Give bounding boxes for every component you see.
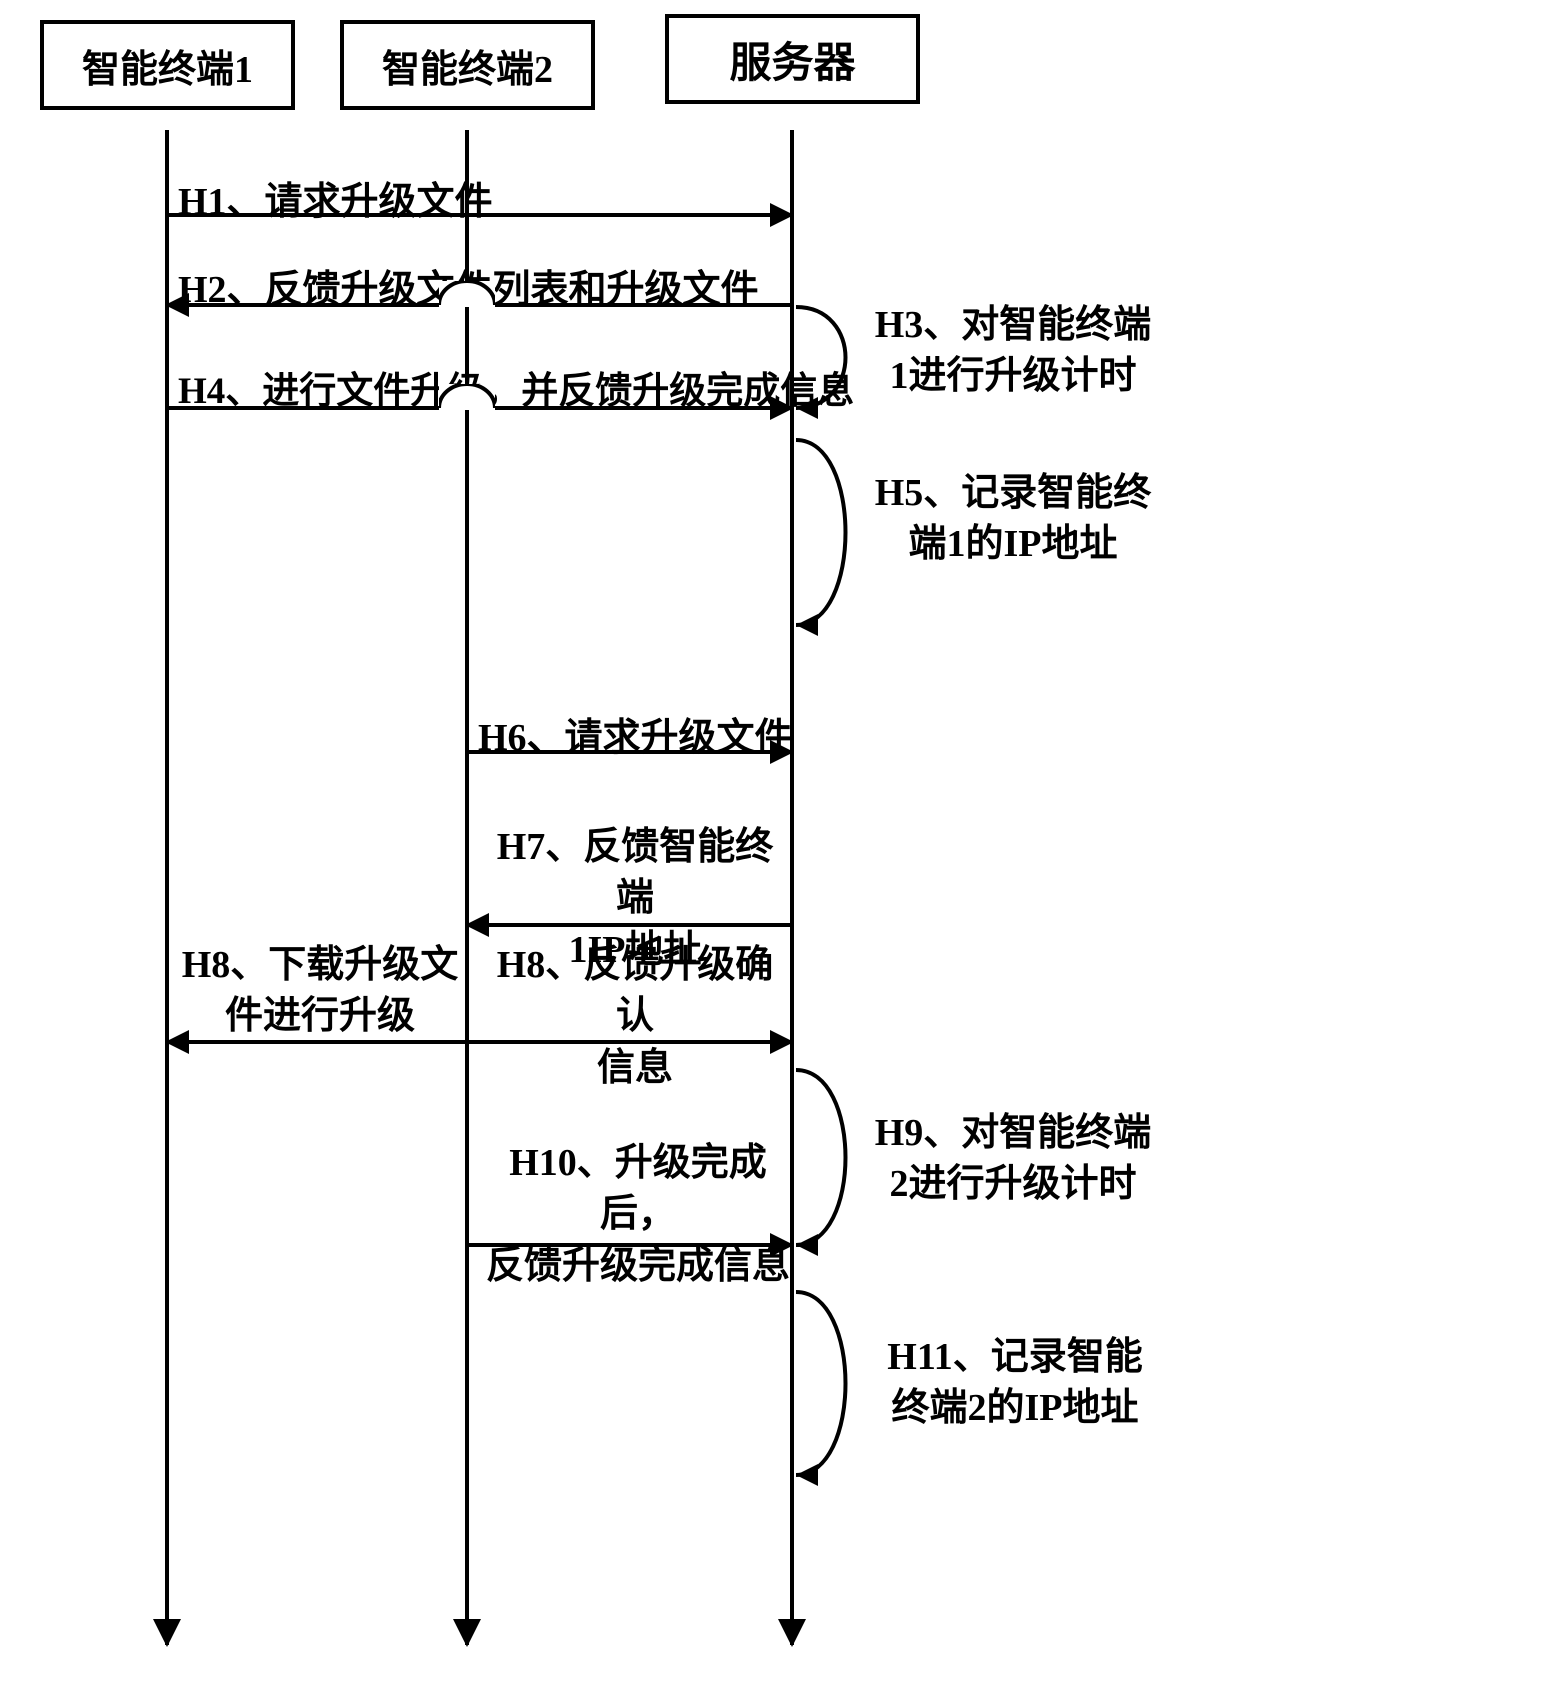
text-line: H3、对智能终端 [868,300,1158,351]
text-line: 信息 [480,1043,790,1094]
msg-h10-arrow [467,1243,792,1247]
text-line: H10、升级完成后， [478,1138,798,1241]
lifeline-terminal-2 [465,130,469,1645]
msg-h8a-label: H8、下载升级文 件进行升级 [180,940,460,1043]
actor-label: 智能终端1 [82,38,253,93]
text-line: 2进行升级计时 [868,1159,1158,1210]
text-line: 1进行升级计时 [868,351,1158,402]
msg-h7-arrow [467,923,792,927]
line-hump [439,384,495,410]
msg-h8a-arrow [167,1040,467,1044]
text-line: H8、下载升级文 [180,940,460,991]
line-hump [439,281,495,307]
text-line: 终端2的IP地址 [870,1383,1160,1434]
text-line: 件进行升级 [180,991,460,1042]
actor-label: 智能终端2 [382,38,553,93]
text-line: H5、记录智能终 [868,468,1158,519]
msg-h5-label: H5、记录智能终 端1的IP地址 [868,468,1158,571]
text-line: H7、反馈智能终端 [480,822,790,925]
text-line: 端1的IP地址 [868,519,1158,570]
msg-h6-arrow [467,750,792,754]
text-line: H11、记录智能 [870,1332,1160,1383]
text-line: H8、反馈升级确认 [480,940,790,1043]
msg-h8b-arrow [467,1040,792,1044]
actor-server: 服务器 [665,14,920,104]
actor-terminal-1: 智能终端1 [40,20,295,110]
msg-h9-label: H9、对智能终端 2进行升级计时 [868,1108,1158,1211]
msg-h8b-label: H8、反馈升级确认 信息 [480,940,790,1094]
actor-terminal-2: 智能终端2 [340,20,595,110]
msg-h10-label: H10、升级完成后， 反馈升级完成信息 [478,1138,798,1292]
text-line: 反馈升级完成信息 [478,1241,798,1292]
self-loop-h11 [792,1290,882,1484]
msg-h11-label: H11、记录智能 终端2的IP地址 [870,1332,1160,1435]
actor-label: 服务器 [729,29,855,90]
msg-h3-label: H3、对智能终端 1进行升级计时 [868,300,1158,403]
text-line: H9、对智能终端 [868,1108,1158,1159]
msg-h1-arrow [167,213,792,217]
lifeline-terminal-1 [165,130,169,1645]
